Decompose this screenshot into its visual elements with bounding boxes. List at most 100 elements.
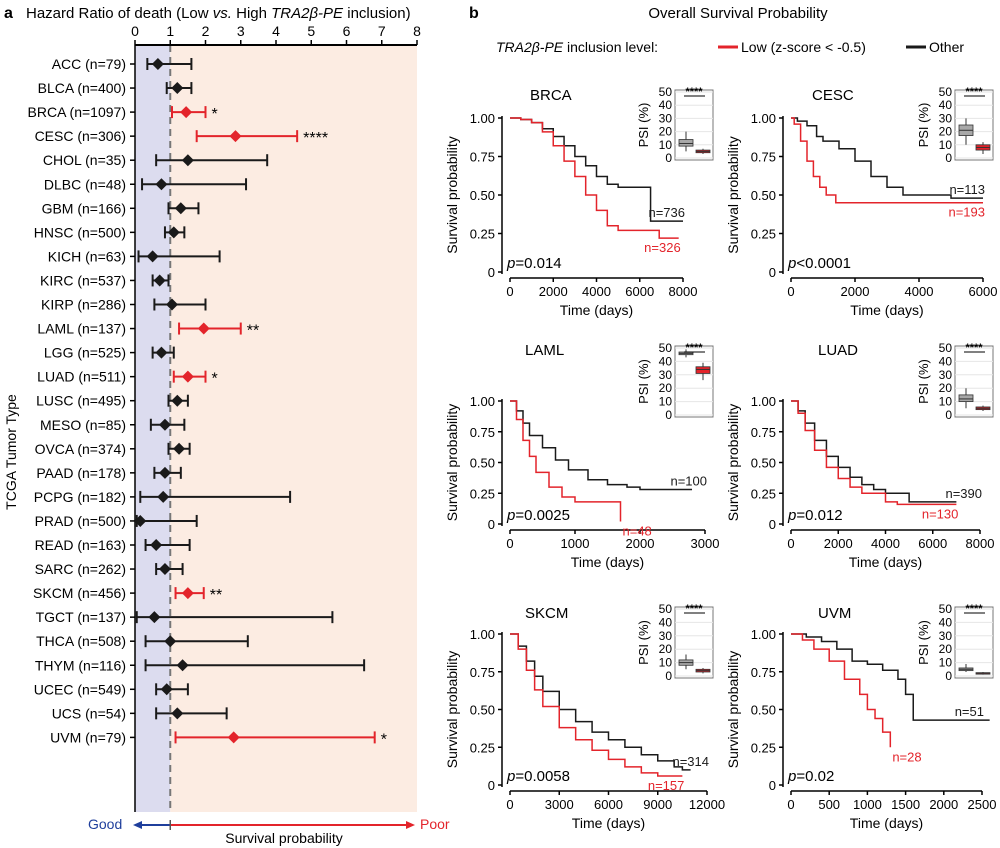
km-curve-other bbox=[791, 633, 990, 721]
inset-tick-label: 50 bbox=[939, 85, 953, 99]
km-y-tick-label: 1.00 bbox=[470, 394, 495, 409]
km-x-axis-label: Time (days) bbox=[572, 815, 645, 831]
hr-marker bbox=[148, 611, 161, 624]
hr-marker bbox=[166, 298, 179, 311]
km-curve-low bbox=[791, 117, 983, 204]
km-n-label-low: n=28 bbox=[892, 749, 921, 764]
x-tick-label: 7 bbox=[378, 23, 386, 39]
km-curve-other bbox=[791, 117, 983, 199]
km-x-tick-label: 4000 bbox=[582, 284, 611, 299]
hr-marker bbox=[155, 346, 168, 359]
km-x-tick-label: 6000 bbox=[969, 284, 998, 299]
significance-stars: * bbox=[212, 106, 218, 123]
forest-row: THCA (n=508) bbox=[36, 633, 249, 649]
hr-marker bbox=[155, 178, 168, 191]
inset-tick-label: 20 bbox=[939, 125, 953, 139]
km-x-tick-label: 1000 bbox=[853, 797, 882, 812]
inset-tick-label: 0 bbox=[945, 408, 952, 422]
row-label: BLCA (n=400) bbox=[38, 80, 126, 96]
forest-row: ACC (n=79) bbox=[52, 56, 193, 72]
km-curve-low bbox=[510, 633, 683, 777]
km-y-tick-label: 0.50 bbox=[470, 188, 495, 203]
km-x-tick-label: 3000 bbox=[545, 797, 574, 812]
km-n-label-low: n=130 bbox=[922, 506, 959, 521]
row-label: KIRP (n=286) bbox=[41, 297, 126, 313]
km-y-tick-label: 0.75 bbox=[470, 425, 495, 440]
km-p-value: p=0.0058 bbox=[506, 768, 570, 785]
km-x-tick-label: 0 bbox=[506, 284, 513, 299]
km-x-tick-label: 3000 bbox=[691, 536, 720, 551]
forest-row: UCEC (n=549) bbox=[34, 681, 189, 697]
km-y-axis-label: Survival probability bbox=[444, 404, 460, 522]
x-tick-label: 8 bbox=[413, 23, 421, 39]
x-tick-label: 0 bbox=[131, 23, 139, 39]
hr-marker bbox=[171, 82, 184, 95]
inset-tick-label: 10 bbox=[659, 656, 673, 670]
km-y-tick-label: 0.75 bbox=[751, 665, 776, 680]
km-p-value: p=0.014 bbox=[506, 255, 562, 272]
forest-y-axis-label: TCGA Tumor Type bbox=[3, 394, 19, 510]
inset-tick-label: 20 bbox=[659, 381, 673, 395]
forest-row: UVM (n=79) * bbox=[50, 729, 387, 748]
km-y-tick-label: 0 bbox=[488, 778, 495, 793]
km-y-tick-label: 0.50 bbox=[751, 456, 776, 471]
km-y-tick-label: 1.00 bbox=[751, 394, 776, 409]
inset-frame bbox=[954, 606, 994, 679]
row-label: MESO (n=85) bbox=[40, 417, 126, 433]
km-n-label-other: n=113 bbox=[949, 182, 985, 197]
row-label: CESC (n=306) bbox=[35, 128, 126, 144]
forest-row: SKCM (n=456) ** bbox=[33, 585, 222, 604]
km-y-tick-label: 0 bbox=[769, 265, 776, 280]
km-x-tick-label: 1000 bbox=[561, 536, 590, 551]
inset-frame bbox=[674, 345, 714, 418]
forest-row: PRAD (n=500) bbox=[35, 513, 198, 529]
km-y-axis-label: Survival probability bbox=[725, 651, 741, 769]
legend-label-low: Low (z-score < -0.5) bbox=[741, 39, 866, 55]
row-label: SKCM (n=456) bbox=[33, 585, 126, 601]
km-y-tick-label: 0.75 bbox=[470, 150, 495, 165]
inset-frame bbox=[674, 89, 714, 161]
legend-label-other: Other bbox=[929, 39, 964, 55]
km-x-tick-label: 6000 bbox=[625, 284, 654, 299]
hr-marker bbox=[146, 250, 159, 263]
inset-frame bbox=[674, 606, 714, 679]
poor-arrow-head bbox=[406, 821, 415, 829]
forest-row: READ (n=163) bbox=[35, 537, 191, 553]
km-x-axis-label: Time (days) bbox=[849, 554, 922, 570]
km-y-tick-label: 0 bbox=[769, 517, 776, 532]
km-x-tick-label: 1500 bbox=[891, 797, 920, 812]
hr-marker bbox=[157, 490, 170, 503]
km-x-tick-label: 6000 bbox=[918, 536, 947, 551]
row-label: KICH (n=63) bbox=[48, 248, 126, 264]
poor-label: Poor bbox=[420, 816, 450, 832]
forest-title: Hazard Ratio of death (Low vs. High TRA2… bbox=[26, 5, 411, 22]
forest-row: LGG (n=525) bbox=[44, 345, 175, 361]
forest-x-axis: 0 1 2 3 4 5 6 7 8 bbox=[131, 23, 421, 812]
significance-stars: **** bbox=[303, 130, 328, 147]
km-subplot: LAML 0 0.25 0.50 0.75 1.00 0 1000 2000 3000 Time (… bbox=[444, 341, 719, 570]
inset-tick-label: 50 bbox=[659, 85, 673, 99]
row-label: READ (n=163) bbox=[35, 537, 126, 553]
inset-y-label: PSI (%) bbox=[916, 359, 931, 404]
km-y-tick-label: 0 bbox=[488, 265, 495, 280]
inset-tick-label: 10 bbox=[939, 395, 953, 409]
inset-tick-label: 20 bbox=[939, 381, 953, 395]
inset-sig-stars: **** bbox=[965, 86, 983, 98]
poor-region bbox=[170, 45, 417, 812]
km-x-tick-label: 4000 bbox=[905, 284, 934, 299]
km-y-tick-label: 1.00 bbox=[470, 627, 495, 642]
inset-other-box bbox=[958, 394, 974, 402]
forest-row: LUSC (n=495) bbox=[36, 393, 189, 409]
km-x-tick-label: 2000 bbox=[539, 284, 568, 299]
km-n-label-low: n=193 bbox=[948, 205, 985, 220]
inset-y-label: PSI (%) bbox=[916, 620, 931, 665]
inset-tick-label: 40 bbox=[939, 354, 953, 368]
row-label: THYM (n=116) bbox=[35, 657, 126, 673]
forest-bands bbox=[135, 45, 417, 812]
significance-stars: * bbox=[381, 731, 387, 748]
